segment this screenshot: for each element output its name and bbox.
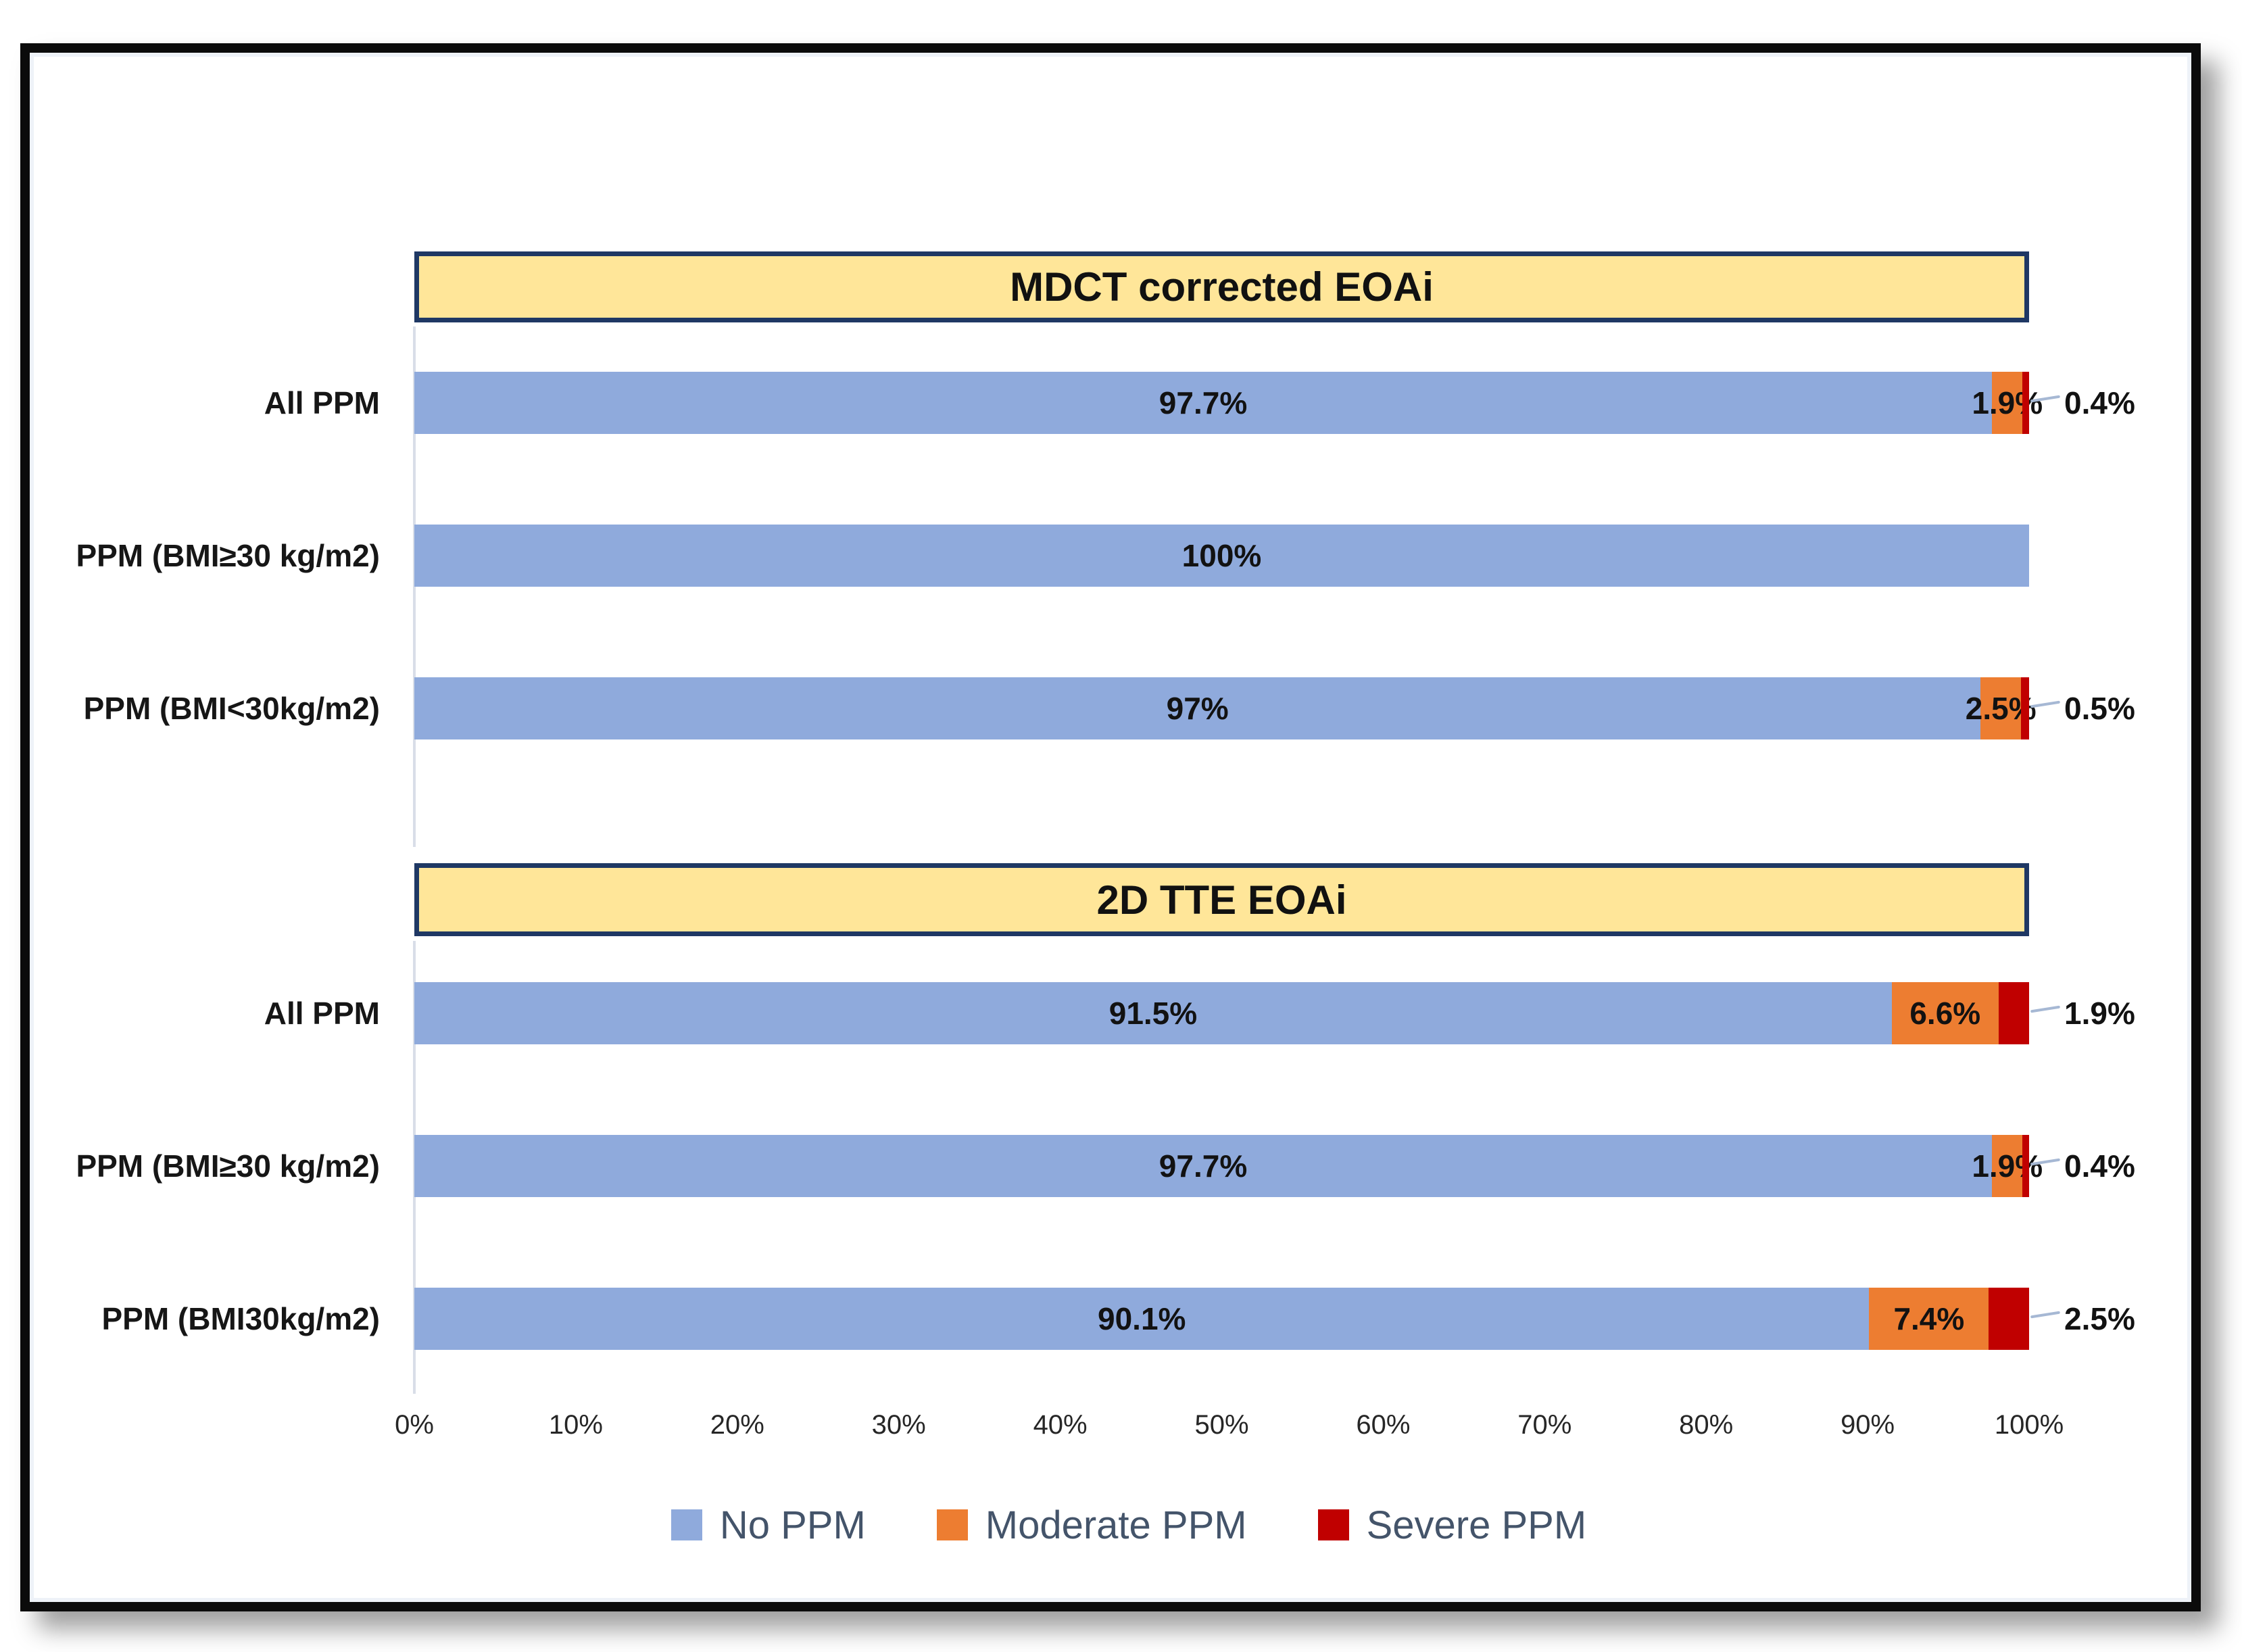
data-label-moderate-ppm: 7.4%: [1893, 1301, 1965, 1336]
bar-row: 97% 2.5%: [414, 677, 2037, 739]
data-label-no-ppm: 90.1%: [1098, 1301, 1186, 1336]
x-axis-tick: 70%: [1517, 1410, 1572, 1440]
bar-row: 91.5% 6.6%: [414, 982, 2029, 1044]
x-axis-tick: 50%: [1194, 1410, 1249, 1440]
bar-segment-no-ppm: [414, 1135, 1993, 1197]
x-axis-tick: 40%: [1033, 1410, 1088, 1440]
bar-row: 90.1% 7.4%: [414, 1288, 2029, 1350]
bar-segment-moderate-ppm: [1992, 1135, 2023, 1197]
legend-label: No PPM: [719, 1503, 866, 1547]
leader-line: [2030, 1311, 2061, 1319]
category-label-text: PPM (BMI30kg/m2): [101, 1301, 380, 1336]
data-label-moderate-ppm: 6.6%: [1909, 996, 1981, 1031]
bar-segment-severe-ppm: [2021, 677, 2029, 739]
data-label-moderate-ppm: 2.5%: [1965, 691, 2037, 726]
category-label: PPM (BMI30kg/m2): [61, 1288, 380, 1350]
legend-item: No PPM: [671, 1503, 866, 1548]
section-title: 2D TTE EOAi: [1096, 877, 1347, 923]
category-label: PPM (BMI<30kg/m2): [61, 677, 380, 739]
bar-row: 97.7% 1.9%: [414, 372, 2043, 434]
x-axis-tick: 60%: [1356, 1410, 1411, 1440]
legend-item: Severe PPM: [1317, 1503, 1587, 1548]
outside-label-text: 2.5%: [2064, 1301, 2135, 1336]
category-label: PPM (BMI≥30 kg/m2): [61, 1135, 380, 1197]
data-label-severe-ppm-outside: 0.4%: [2064, 372, 2226, 434]
bar-segment-severe-ppm: [1998, 982, 2029, 1044]
data-label-severe-ppm-outside: 1.9%: [2064, 982, 2226, 1044]
x-axis-tick: 30%: [871, 1410, 926, 1440]
bar-segment-moderate-ppm: [1980, 677, 2022, 739]
bar-segment-no-ppm: [414, 677, 1981, 739]
bar-segment-moderate-ppm: [1992, 372, 2023, 434]
x-axis-tick: 90%: [1841, 1410, 1895, 1440]
bar-segment-severe-ppm: [1989, 1288, 2029, 1350]
data-label-severe-ppm-outside: 2.5%: [2064, 1288, 2226, 1350]
x-axis-tick: 10%: [548, 1410, 603, 1440]
category-label-text: PPM (BMI≥30 kg/m2): [76, 537, 380, 573]
bar-segment-moderate-ppm: [1869, 1288, 1989, 1350]
x-axis-tick: 100%: [1994, 1410, 2064, 1440]
outside-label-text: 0.4%: [2064, 1148, 2135, 1184]
bar-row: 97.7% 1.9%: [414, 1135, 2043, 1197]
data-label-no-ppm: 91.5%: [1108, 996, 1198, 1031]
data-label-severe-ppm-outside: 0.5%: [2064, 677, 2226, 739]
category-label-text: All PPM: [264, 385, 380, 420]
data-label-no-ppm: 100%: [1181, 538, 1262, 573]
bar-segment-severe-ppm: [2022, 1135, 2029, 1197]
data-label-no-ppm: 97.7%: [1159, 385, 1248, 420]
bar-row: 100%: [414, 525, 2029, 587]
legend-swatch-icon: [671, 1509, 702, 1540]
data-label-moderate-ppm: 1.9%: [1972, 385, 2043, 420]
legend-item: Moderate PPM: [936, 1503, 1247, 1548]
bar-segment-moderate-ppm: [1891, 982, 1999, 1044]
x-axis-tick: 80%: [1679, 1410, 1734, 1440]
legend-swatch-icon: [936, 1509, 968, 1540]
category-label-text: PPM (BMI<30kg/m2): [83, 690, 380, 726]
bar-segment-no-ppm: [414, 1288, 1870, 1350]
data-label-no-ppm: 97.7%: [1159, 1148, 1248, 1184]
bar-segment-no-ppm: [414, 982, 1892, 1044]
data-label-severe-ppm-outside: 0.4%: [2064, 1135, 2226, 1197]
bar-segment-severe-ppm: [2022, 372, 2029, 434]
category-label: All PPM: [61, 982, 380, 1044]
bar-segment-no-ppm: [414, 372, 1993, 434]
x-axis-tick: 0%: [395, 1410, 434, 1440]
legend-label: Severe PPM: [1366, 1503, 1587, 1547]
section-title: MDCT corrected EOAi: [1010, 264, 1434, 310]
section-title-banner: MDCT corrected EOAi: [414, 251, 2029, 322]
category-axis-line: [413, 326, 416, 847]
category-label: All PPM: [61, 372, 380, 434]
leader-line: [2030, 1005, 2061, 1013]
x-axis-tick: 20%: [710, 1410, 764, 1440]
category-label-text: PPM (BMI≥30 kg/m2): [76, 1148, 380, 1184]
outside-label-text: 0.5%: [2064, 691, 2135, 726]
category-label: PPM (BMI≥30 kg/m2): [61, 525, 380, 587]
category-label-text: All PPM: [264, 995, 380, 1031]
section-title-banner: 2D TTE EOAi: [414, 863, 2029, 936]
outside-label-text: 0.4%: [2064, 385, 2135, 420]
data-label-no-ppm: 97%: [1166, 691, 1229, 726]
legend: No PPM Moderate PPM Severe PPM: [284, 1498, 1974, 1552]
bar-segment-no-ppm: [414, 525, 2029, 587]
legend-label: Moderate PPM: [985, 1503, 1247, 1547]
legend-swatch-icon: [1317, 1509, 1349, 1540]
outside-label-text: 1.9%: [2064, 996, 2135, 1031]
data-label-moderate-ppm: 1.9%: [1972, 1148, 2043, 1184]
